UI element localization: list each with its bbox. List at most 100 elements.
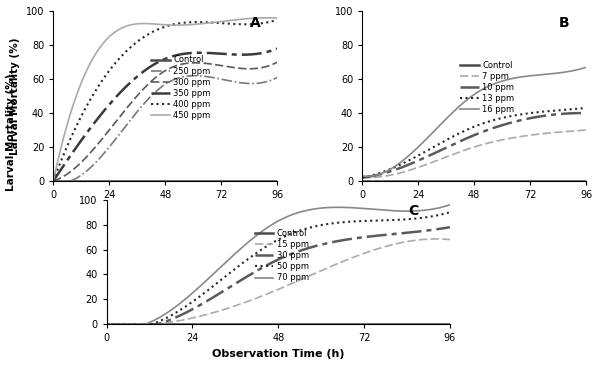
Line: 70 ppm: 70 ppm [107, 205, 450, 324]
250 ppm [63, 179, 70, 183]
Control [417, 322, 424, 326]
Control [274, 179, 281, 183]
10 ppm [578, 111, 585, 115]
300 ppm [274, 60, 281, 64]
50 ppm [417, 216, 424, 220]
Line: 450 ppm: 450 ppm [53, 18, 277, 181]
Text: Larval Mortality (%): Larval Mortality (%) [6, 73, 16, 191]
Control [419, 179, 426, 183]
70 ppm [167, 308, 174, 313]
Y-axis label: Larval Mortality (%): Larval Mortality (%) [10, 37, 20, 155]
350 ppm [262, 50, 269, 55]
Line: 15 ppm: 15 ppm [107, 239, 450, 324]
Line: 10 ppm: 10 ppm [362, 113, 586, 178]
400 ppm [59, 156, 66, 160]
300 ppm [262, 64, 269, 69]
15 ppm [433, 237, 440, 241]
13 ppm [583, 106, 590, 110]
7 ppm [359, 175, 366, 180]
250 ppm [191, 74, 198, 78]
50 ppm [429, 214, 436, 219]
450 ppm [263, 15, 271, 20]
Control [110, 179, 117, 183]
7 ppm [369, 175, 376, 180]
300 ppm [63, 172, 70, 177]
450 ppm [50, 179, 57, 183]
Control [255, 179, 262, 183]
Control [91, 179, 98, 183]
15 ppm [167, 320, 174, 325]
300 ppm [255, 66, 262, 70]
Line: 250 ppm: 250 ppm [53, 76, 277, 181]
30 ppm [124, 322, 131, 326]
70 ppm [446, 202, 453, 207]
10 ppm [400, 164, 407, 169]
250 ppm [256, 81, 263, 85]
250 ppm [50, 179, 57, 183]
Text: B: B [559, 16, 570, 31]
15 ppm [117, 322, 124, 326]
Control [262, 179, 269, 183]
400 ppm [63, 145, 70, 149]
Line: 7 ppm: 7 ppm [362, 130, 586, 178]
16 ppm [419, 140, 426, 145]
50 ppm [446, 210, 453, 215]
50 ppm [194, 296, 201, 300]
Control [63, 179, 70, 183]
16 ppm [401, 156, 408, 161]
7 ppm [401, 169, 408, 174]
Text: C: C [408, 204, 419, 218]
350 ppm [91, 120, 98, 124]
50 ppm [167, 314, 174, 318]
Control [50, 179, 57, 183]
400 ppm [110, 64, 117, 68]
50 ppm [124, 322, 131, 326]
10 ppm [359, 175, 366, 180]
450 ppm [63, 124, 70, 128]
400 ppm [255, 21, 262, 26]
250 ppm [263, 79, 271, 84]
10 ppm [583, 111, 590, 115]
16 ppm [572, 68, 580, 72]
450 ppm [110, 31, 117, 36]
400 ppm [50, 179, 57, 183]
70 ppm [429, 207, 436, 211]
350 ppm [50, 179, 57, 183]
450 ppm [255, 16, 262, 20]
16 ppm [374, 173, 381, 177]
16 ppm [565, 69, 572, 74]
7 ppm [363, 175, 370, 180]
50 ppm [103, 322, 110, 326]
70 ppm [117, 322, 124, 326]
15 ppm [429, 237, 436, 241]
300 ppm [110, 123, 117, 128]
Legend: Control, 15 ppm, 30 ppm, 50 ppm, 70 ppm: Control, 15 ppm, 30 ppm, 50 ppm, 70 ppm [255, 229, 309, 282]
Line: 400 ppm: 400 ppm [53, 20, 277, 181]
15 ppm [446, 238, 453, 242]
450 ppm [262, 15, 269, 20]
13 ppm [359, 175, 366, 180]
15 ppm [103, 322, 110, 326]
350 ppm [63, 159, 70, 163]
7 ppm [374, 175, 381, 179]
Control [359, 179, 366, 183]
Line: 30 ppm: 30 ppm [107, 227, 450, 324]
250 ppm [110, 140, 117, 145]
Control [59, 179, 66, 183]
350 ppm [255, 51, 262, 56]
250 ppm [59, 179, 66, 183]
Line: 13 ppm: 13 ppm [362, 108, 586, 178]
Control [446, 322, 453, 326]
70 ppm [417, 208, 424, 213]
Legend: Control, 250 ppm, 300 ppm, 350 ppm, 400 ppm, 450 ppm: Control, 250 ppm, 300 ppm, 350 ppm, 400 … [152, 55, 211, 120]
30 ppm [194, 304, 201, 308]
30 ppm [103, 322, 110, 326]
30 ppm [417, 229, 424, 234]
400 ppm [91, 89, 98, 94]
7 ppm [419, 164, 426, 168]
30 ppm [429, 228, 436, 232]
Control [124, 322, 131, 326]
16 ppm [583, 65, 590, 69]
Control [429, 322, 436, 326]
16 ppm [359, 173, 366, 178]
